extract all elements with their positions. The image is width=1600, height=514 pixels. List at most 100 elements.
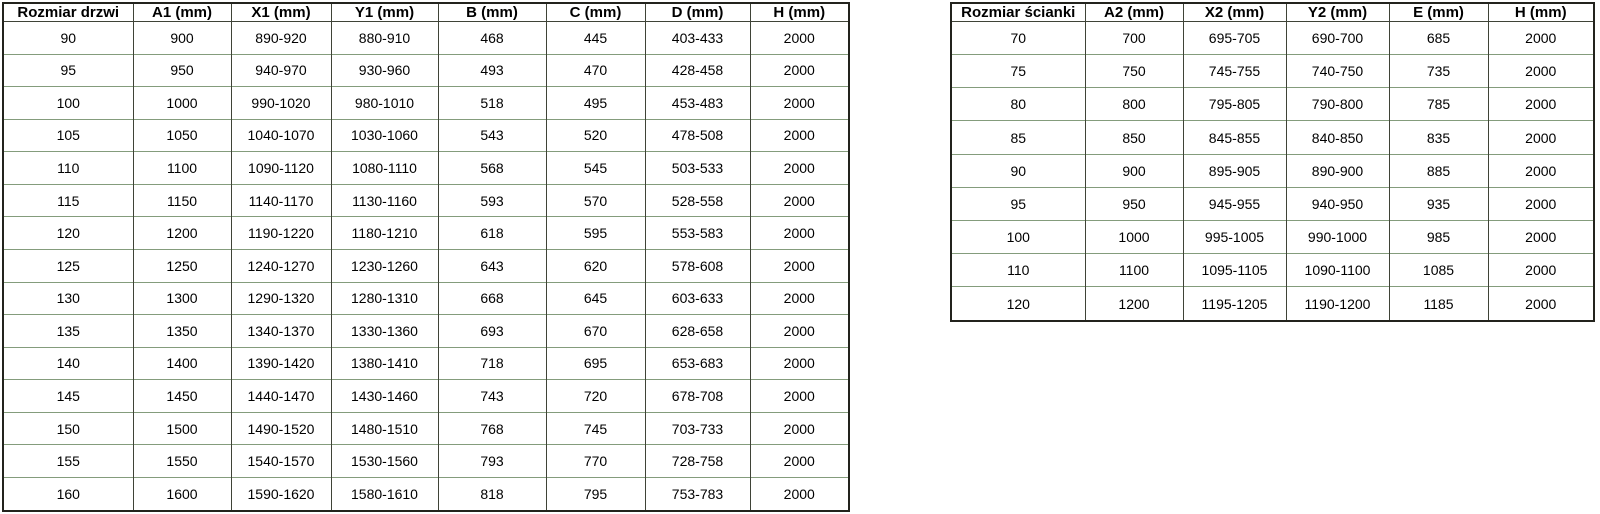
table-cell: 1530-1560 bbox=[330, 444, 439, 478]
table-cell: 495 bbox=[545, 86, 646, 120]
table-cell: 2000 bbox=[749, 444, 850, 478]
table-row: 90 900 895-905 890-900 885 2000 bbox=[950, 153, 1595, 188]
table-cell: 743 bbox=[437, 379, 547, 413]
table-cell: 2000 bbox=[1487, 186, 1595, 221]
table-cell: 1030-1060 bbox=[330, 118, 439, 152]
wall-size-body: 70 700 695-705 690-700 685 2000 75 750 745-755 74… bbox=[950, 21, 1595, 321]
table-cell: 1190-1220 bbox=[230, 216, 332, 250]
table-cell: 1280-1310 bbox=[330, 281, 439, 315]
table-cell: 110 bbox=[2, 151, 134, 185]
table-cell: 578-608 bbox=[644, 248, 751, 282]
table-cell: 950 bbox=[1084, 186, 1184, 221]
table-row: 155 1550 1540-1570 1530-1560 793 770 728-758 20… bbox=[2, 444, 850, 478]
table-cell: 70 bbox=[950, 21, 1086, 55]
table-cell: 2000 bbox=[749, 118, 850, 152]
table-cell: 2000 bbox=[1487, 54, 1595, 88]
door-size-header-row: Rozmiar drzwi A1 (mm) X1 (mm) Y1 (mm) B (mm)… bbox=[2, 3, 850, 22]
table-cell: 695-705 bbox=[1182, 21, 1287, 55]
table-row: 100 1000 990-1020 980-1010 518 495 453-483 2000 bbox=[2, 86, 850, 120]
table-cell: 95 bbox=[2, 53, 134, 87]
table-cell: 553-583 bbox=[644, 216, 751, 250]
table-cell: 2000 bbox=[749, 346, 850, 380]
table-row: 140 1400 1390-1420 1380-1410 718 695 653-683 20… bbox=[2, 346, 850, 380]
column-header: B (mm) bbox=[437, 3, 547, 22]
table-row: 160 1600 1590-1620 1580-1610 818 795 753-783 20… bbox=[2, 476, 850, 511]
table-cell: 1430-1460 bbox=[330, 379, 439, 413]
table-cell: 1390-1420 bbox=[230, 346, 332, 380]
table-cell: 930-960 bbox=[330, 53, 439, 87]
table-cell: 668 bbox=[437, 281, 547, 315]
column-header: Y1 (mm) bbox=[330, 3, 439, 22]
table-cell: 1090-1120 bbox=[230, 151, 332, 185]
table-cell: 1040-1070 bbox=[230, 118, 332, 152]
table-cell: 1290-1320 bbox=[230, 281, 332, 315]
header-row: Rozmiar drzwi A1 (mm) X1 (mm) Y1 (mm) B (mm)… bbox=[2, 3, 850, 22]
table-row: 110 1100 1090-1120 1080-1110 568 545 503-533 20… bbox=[2, 151, 850, 185]
table-cell: 2000 bbox=[1487, 120, 1595, 155]
door-size-table: Rozmiar drzwi A1 (mm) X1 (mm) Y1 (mm) B (mm)… bbox=[2, 2, 850, 512]
header-row: Rozmiar ścianki A2 (mm) X2 (mm) Y2 (mm) E (m… bbox=[950, 3, 1595, 22]
table-cell: 990-1020 bbox=[230, 86, 332, 120]
table-cell: 160 bbox=[2, 476, 134, 511]
table-cell: 1095-1105 bbox=[1182, 253, 1287, 287]
table-cell: 618 bbox=[437, 216, 547, 250]
table-cell: 2000 bbox=[1487, 286, 1595, 321]
table-cell: 990-1000 bbox=[1285, 219, 1390, 254]
table-cell: 1480-1510 bbox=[330, 411, 439, 445]
table-cell: 740-750 bbox=[1285, 54, 1390, 88]
table-cell: 1500 bbox=[132, 411, 232, 445]
table-row: 95 950 940-970 930-960 493 470 428-458 2000 bbox=[2, 53, 850, 87]
table-cell: 1250 bbox=[132, 248, 232, 282]
table-row: 95 950 945-955 940-950 935 2000 bbox=[950, 186, 1595, 221]
table-cell: 453-483 bbox=[644, 86, 751, 120]
table-cell: 678-708 bbox=[644, 379, 751, 413]
table-cell: 880-910 bbox=[330, 21, 439, 55]
table-cell: 135 bbox=[2, 314, 134, 348]
table-cell: 700 bbox=[1084, 21, 1184, 55]
table-cell: 528-558 bbox=[644, 183, 751, 217]
table-row: 70 700 695-705 690-700 685 2000 bbox=[950, 21, 1595, 55]
column-header: X2 (mm) bbox=[1182, 3, 1287, 22]
table-cell: 1400 bbox=[132, 346, 232, 380]
table-cell: 1200 bbox=[1084, 286, 1184, 321]
table-cell: 890-900 bbox=[1285, 153, 1390, 188]
table-cell: 1100 bbox=[132, 151, 232, 185]
table-cell: 2000 bbox=[749, 183, 850, 217]
table-cell: 100 bbox=[950, 219, 1086, 254]
table-cell: 620 bbox=[545, 248, 646, 282]
table-cell: 2000 bbox=[1487, 87, 1595, 121]
table-row: 100 1000 995-1005 990-1000 985 2000 bbox=[950, 219, 1595, 254]
table-cell: 628-658 bbox=[644, 314, 751, 348]
table-cell: 1590-1620 bbox=[230, 476, 332, 511]
table-cell: 1340-1370 bbox=[230, 314, 332, 348]
table-cell: 795 bbox=[545, 476, 646, 511]
column-header: A2 (mm) bbox=[1084, 3, 1184, 22]
table-cell: 945-955 bbox=[1182, 186, 1287, 221]
table-cell: 1195-1205 bbox=[1182, 286, 1287, 321]
table-cell: 90 bbox=[2, 21, 134, 55]
table-cell: 145 bbox=[2, 379, 134, 413]
table-cell: 2000 bbox=[749, 476, 850, 511]
table-cell: 2000 bbox=[749, 21, 850, 55]
table-cell: 940-950 bbox=[1285, 186, 1390, 221]
table-cell: 703-733 bbox=[644, 411, 751, 445]
table-row: 90 900 890-920 880-910 468 445 403-433 2000 bbox=[2, 21, 850, 55]
table-cell: 900 bbox=[1084, 153, 1184, 188]
table-cell: 75 bbox=[950, 54, 1086, 88]
table-cell: 818 bbox=[437, 476, 547, 511]
table-cell: 745 bbox=[545, 411, 646, 445]
table-row: 115 1150 1140-1170 1130-1160 593 570 528-558 20… bbox=[2, 183, 850, 217]
table-cell: 1000 bbox=[132, 86, 232, 120]
table-cell: 2000 bbox=[1487, 153, 1595, 188]
table-cell: 695 bbox=[545, 346, 646, 380]
table-row: 150 1500 1490-1520 1480-1510 768 745 703-733 20… bbox=[2, 411, 850, 445]
table-cell: 445 bbox=[545, 21, 646, 55]
table-cell: 1130-1160 bbox=[330, 183, 439, 217]
table-cell: 850 bbox=[1084, 120, 1184, 155]
door-size-body: 90 900 890-920 880-910 468 445 403-433 2000 95 95… bbox=[2, 21, 850, 511]
table-cell: 1330-1360 bbox=[330, 314, 439, 348]
table-cell: 1230-1260 bbox=[330, 248, 439, 282]
table-cell: 785 bbox=[1388, 87, 1489, 121]
table-cell: 2000 bbox=[749, 86, 850, 120]
table-cell: 750 bbox=[1084, 54, 1184, 88]
